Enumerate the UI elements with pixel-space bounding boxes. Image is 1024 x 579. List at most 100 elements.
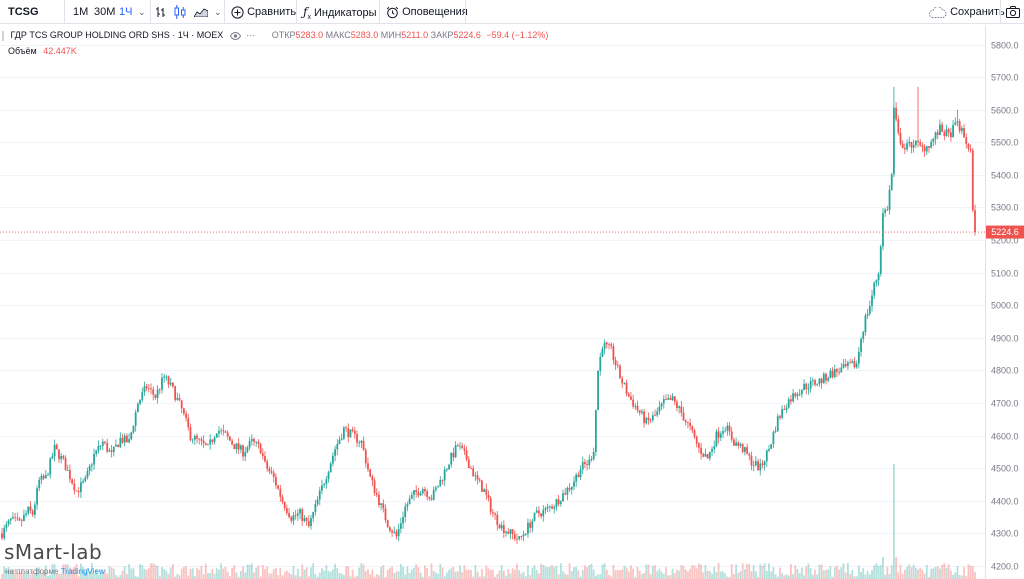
volume-bar xyxy=(121,570,124,579)
candle-body xyxy=(386,520,389,528)
candle-body xyxy=(645,417,648,424)
candle-body xyxy=(912,145,915,148)
candle-body xyxy=(601,348,604,357)
candle-body xyxy=(917,140,919,143)
volume-bar xyxy=(708,571,711,579)
candle-body xyxy=(47,474,49,476)
volume-bar xyxy=(9,570,12,579)
price-axis[interactable]: 4200.0 4300.0 4400.0 4500.0 4600.0 4700.0 4800… xyxy=(991,41,1019,572)
volume-bar xyxy=(305,567,308,579)
volume-bar xyxy=(868,574,871,579)
price-chart[interactable]: 4200.0 4300.0 4400.0 4500.0 4600.0 4700.0 4800… xyxy=(0,25,1024,579)
volume-bar xyxy=(152,563,155,579)
bars-style-icon[interactable] xyxy=(156,0,168,24)
alerts-button[interactable]: Оповещения xyxy=(386,0,468,24)
candle-body xyxy=(77,491,80,493)
volume-bar xyxy=(627,571,630,579)
volume-bar xyxy=(163,569,166,579)
candle-body xyxy=(454,445,457,458)
candle-body xyxy=(64,457,67,471)
volume-bar xyxy=(553,567,556,579)
plus-circle-icon xyxy=(231,5,244,19)
more-icon[interactable]: ⋯ xyxy=(246,30,256,40)
area-style-icon[interactable] xyxy=(194,0,208,24)
volume-bar xyxy=(568,563,571,579)
volume-bar xyxy=(399,563,402,579)
volume-bar xyxy=(117,576,120,579)
y-tick-label: 5200.0 xyxy=(991,236,1019,246)
candle-body xyxy=(535,510,538,513)
candle-body xyxy=(226,432,229,437)
volume-bar xyxy=(893,464,895,579)
save-button[interactable]: Сохранить xyxy=(929,0,1005,24)
y-tick-label: 4400.0 xyxy=(991,497,1019,507)
candle-body xyxy=(890,174,893,190)
candle-body xyxy=(748,453,751,456)
volume-bar xyxy=(158,575,161,579)
candle-body xyxy=(437,486,439,488)
volume-bar xyxy=(40,573,43,579)
candle-body xyxy=(697,443,700,448)
volume-bar xyxy=(733,574,735,579)
volume-bar xyxy=(535,569,538,579)
volume-bar xyxy=(513,569,516,579)
volume-bar xyxy=(481,568,483,579)
volume-bar xyxy=(147,568,150,579)
volume-bar xyxy=(69,567,71,579)
powered-by[interactable]: на платформе TradingView xyxy=(5,567,105,576)
y-tick-label: 5700.0 xyxy=(991,73,1019,83)
volume-bar xyxy=(928,576,930,579)
candle-body xyxy=(229,436,231,441)
candle-body xyxy=(49,458,52,475)
volume-bar xyxy=(849,573,851,579)
volume-bar xyxy=(323,570,326,579)
interval-30m-button[interactable]: 30M xyxy=(94,6,116,18)
eye-icon[interactable] xyxy=(229,30,244,40)
candle-body xyxy=(351,429,354,431)
candle-body xyxy=(73,483,76,491)
volume-bar xyxy=(759,564,762,579)
candle-body xyxy=(673,396,676,402)
candle-body xyxy=(388,527,391,531)
candle-body xyxy=(472,468,475,477)
candle-body xyxy=(868,306,871,314)
volume-bar xyxy=(581,569,584,579)
candle-body xyxy=(110,450,113,453)
candle-body xyxy=(207,444,209,446)
snapshot-button[interactable] xyxy=(1006,0,1020,24)
interval-1m-button[interactable]: 1M xyxy=(73,6,89,18)
candle-body xyxy=(132,425,135,433)
candles-style-icon[interactable] xyxy=(174,0,186,24)
volume-bar xyxy=(954,572,957,579)
candle-body xyxy=(266,461,269,469)
volume-bar xyxy=(126,573,128,579)
volume-bar xyxy=(99,569,102,579)
volume-bar xyxy=(156,565,159,579)
volume-bar xyxy=(38,567,41,579)
interval-1h-button[interactable]: 1Ч xyxy=(119,6,133,18)
compare-button[interactable]: Сравнить xyxy=(231,0,296,24)
indicators-button[interactable]: ƒx Индикаторы xyxy=(303,5,377,22)
candle-body xyxy=(139,399,141,404)
volume-bar xyxy=(864,574,867,579)
volume-bar xyxy=(800,567,803,579)
volume-bar xyxy=(261,565,264,579)
y-tick-label: 5400.0 xyxy=(991,171,1019,181)
volume-bar xyxy=(248,564,251,579)
chart-style-dropdown-icon[interactable]: ⌄ xyxy=(214,7,222,17)
change-value: −59.4 (−1.12%) xyxy=(486,30,549,40)
volume-bar xyxy=(884,574,887,579)
volume-bar xyxy=(844,572,847,579)
candle-body xyxy=(612,346,615,361)
volume-bar xyxy=(349,576,352,579)
candle-body xyxy=(785,407,788,410)
volume-bar xyxy=(901,574,904,579)
candle-body xyxy=(463,448,466,451)
volume-bar xyxy=(509,573,512,579)
candle-body xyxy=(27,506,30,514)
interval-dropdown-icon[interactable]: ⌄ xyxy=(138,7,146,17)
volume-bar xyxy=(818,564,821,579)
symbol-search[interactable]: TCSG xyxy=(8,6,39,18)
volume-bar xyxy=(792,574,795,579)
candle-body xyxy=(559,501,562,505)
